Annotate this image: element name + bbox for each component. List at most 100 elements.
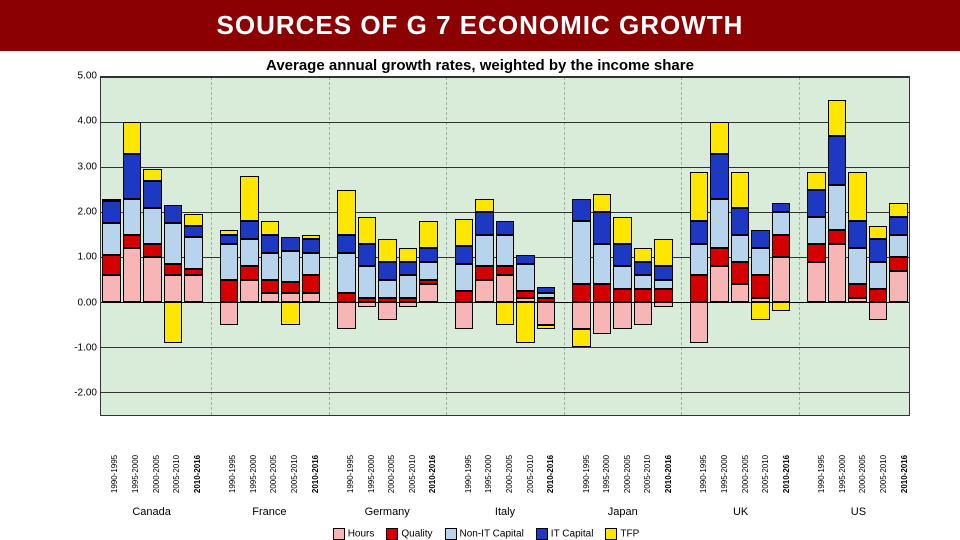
legend-label: IT Capital xyxy=(551,529,594,540)
bar xyxy=(612,77,633,415)
bar-segment xyxy=(475,212,494,235)
bar-segment xyxy=(399,248,418,262)
bar-segment xyxy=(164,275,183,302)
country-label: US xyxy=(851,506,866,518)
bar-segment xyxy=(516,264,535,291)
bar-segment xyxy=(143,169,162,180)
bar-segment xyxy=(358,244,377,267)
bar-segment xyxy=(358,298,377,303)
bar-segment xyxy=(828,100,847,136)
bar-segment xyxy=(123,248,142,302)
bar-segment xyxy=(537,287,556,294)
bar-segment xyxy=(475,235,494,267)
bar-segment xyxy=(537,293,556,298)
x-tick-label: 1990-1995 xyxy=(346,455,355,493)
bar-segment xyxy=(261,280,280,294)
bar-segment xyxy=(654,289,673,303)
bar-segment xyxy=(848,221,867,248)
x-tick-label: 2005-2010 xyxy=(643,455,652,493)
bar-segment xyxy=(281,237,300,251)
x-tick-label: 2000-2005 xyxy=(269,455,278,493)
bar-segment xyxy=(889,235,908,258)
bar-segment xyxy=(419,221,438,248)
bar-segment xyxy=(261,293,280,302)
page-subtitle: Average annual growth rates, weighted by… xyxy=(0,51,960,76)
bar-segment xyxy=(102,199,121,201)
x-tick-label: 2000-2005 xyxy=(505,455,514,493)
bar-segment xyxy=(261,221,280,235)
bar-segment xyxy=(102,201,121,224)
bar-segment xyxy=(751,302,770,320)
bar-segment xyxy=(220,302,239,325)
bar-segment xyxy=(337,190,356,235)
x-tick-label: 1990-1995 xyxy=(817,455,826,493)
bar-segment xyxy=(399,298,418,303)
bar-segment xyxy=(889,217,908,235)
x-tick-label: 2010-2016 xyxy=(193,455,202,493)
bar-segment xyxy=(634,275,653,289)
bar-segment xyxy=(302,293,321,302)
bar xyxy=(633,77,654,415)
country-label: Japan xyxy=(608,506,638,518)
bar-segment xyxy=(455,291,474,302)
bar-segment xyxy=(848,284,867,298)
legend-label: TFP xyxy=(620,529,639,540)
bar-segment xyxy=(690,172,709,222)
x-tick-label: 2005-2010 xyxy=(526,455,535,493)
bar-segment xyxy=(358,266,377,298)
bar-segment xyxy=(848,298,867,303)
bar-segment xyxy=(828,136,847,186)
bar-segment xyxy=(123,154,142,199)
bar xyxy=(101,77,122,415)
y-tick: 4.00 xyxy=(78,116,97,127)
bar-segment xyxy=(184,275,203,302)
x-tick-label: 1990-1995 xyxy=(464,455,473,493)
country-label: Canada xyxy=(132,506,171,518)
bar-segment xyxy=(572,329,591,347)
bar xyxy=(771,77,792,415)
bar xyxy=(239,77,260,415)
bar-segment xyxy=(828,244,847,303)
x-tick-label: 2010-2016 xyxy=(311,455,320,493)
legend-swatch xyxy=(333,528,345,540)
y-axis: -2.00-1.000.001.002.003.004.005.00 xyxy=(50,76,100,416)
bar-segment xyxy=(164,302,183,343)
legend-label: Hours xyxy=(348,529,375,540)
bar-segment xyxy=(772,203,791,212)
bar xyxy=(219,77,240,415)
bar-segment xyxy=(378,239,397,262)
bar-segment xyxy=(848,172,867,222)
bar-segment xyxy=(634,248,653,262)
country-label: Italy xyxy=(495,506,515,518)
y-tick: -2.00 xyxy=(74,388,97,399)
bar-segment xyxy=(419,262,438,280)
bar-segment xyxy=(690,275,709,302)
bar-segment xyxy=(123,235,142,249)
bar xyxy=(142,77,163,415)
bar-segment xyxy=(496,235,515,267)
bar xyxy=(183,77,204,415)
bar-segment xyxy=(593,302,612,334)
bar-segment xyxy=(143,181,162,208)
bar-segment xyxy=(634,302,653,325)
bar xyxy=(730,77,751,415)
x-tick-label: 1995-2000 xyxy=(484,455,493,493)
y-tick: 2.00 xyxy=(78,207,97,218)
bar-segment xyxy=(419,248,438,262)
bar xyxy=(709,77,730,415)
bar-segment xyxy=(240,221,259,239)
bar xyxy=(301,77,322,415)
plot-area xyxy=(100,76,910,416)
bar-segment xyxy=(281,282,300,293)
bar-segment xyxy=(102,275,121,302)
bar xyxy=(689,77,710,415)
bar-segment xyxy=(399,262,418,276)
bar-segment xyxy=(358,302,377,307)
bar-segment xyxy=(455,246,474,264)
bar-segment xyxy=(220,235,239,244)
bar-segment xyxy=(302,253,321,276)
bar-segment xyxy=(102,255,121,275)
bar-segment xyxy=(731,208,750,235)
bar-segment xyxy=(634,289,653,303)
bar xyxy=(454,77,475,415)
